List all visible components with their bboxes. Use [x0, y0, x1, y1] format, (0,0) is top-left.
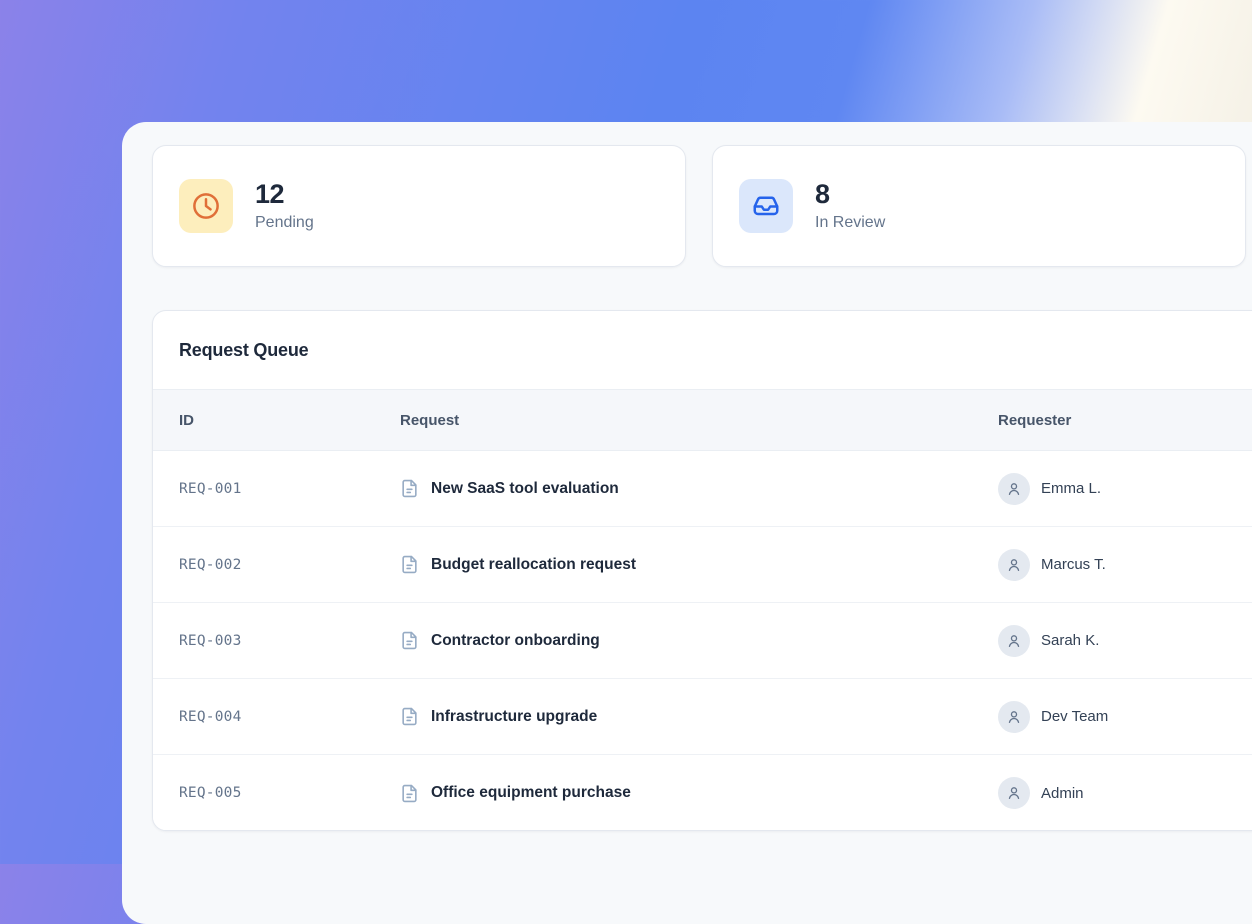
request-title: Contractor onboarding: [431, 631, 600, 649]
dashboard-panel: 12 Pending 8 In Review: [122, 122, 1252, 924]
table-body: REQ-001 New SaaS tool evaluation: [153, 451, 1252, 830]
stat-card: 8 In Review: [712, 145, 1246, 267]
stat-text: 12 Pending: [255, 179, 314, 232]
document-icon: [402, 707, 417, 726]
avatar: [998, 472, 1030, 505]
requester-cell: Admin: [998, 777, 1252, 809]
document-icon: [402, 631, 417, 650]
table-header: ID Request Requester: [153, 390, 1252, 451]
request-title: Budget reallocation request: [431, 555, 636, 573]
request-id: REQ-003: [179, 632, 242, 649]
column-header-id: ID: [179, 411, 194, 429]
stats-row: 12 Pending 8 In Review: [152, 145, 1246, 267]
user-icon: [1008, 634, 1020, 647]
request-title: Infrastructure upgrade: [431, 707, 598, 725]
clock-icon: [193, 193, 219, 219]
requester-name: Dev Team: [1041, 708, 1109, 725]
table-title: Request Queue: [179, 339, 309, 360]
requester-name: Admin: [1041, 784, 1084, 802]
request-title: Office equipment purchase: [431, 784, 631, 801]
avatar: [998, 777, 1030, 809]
table-title-row: Request Queue: [153, 311, 1252, 390]
user-icon: [1008, 710, 1020, 723]
requester-cell: Dev Team: [998, 700, 1252, 733]
user-icon: [1008, 558, 1020, 571]
request-cell: Infrastructure upgrade: [400, 707, 998, 726]
stat-icon-box: [179, 179, 233, 233]
avatar: [998, 548, 1030, 581]
request-id: REQ-001: [179, 480, 242, 497]
user-icon: [1008, 787, 1020, 799]
requester-cell: Marcus T.: [998, 548, 1252, 581]
document-icon: [402, 479, 417, 498]
request-title: New SaaS tool evaluation: [431, 479, 619, 497]
column-header-requester: Requester: [998, 411, 1072, 429]
table-row[interactable]: REQ-003 Contractor onboarding: [153, 603, 1252, 679]
requester-cell: Sarah K.: [998, 624, 1252, 657]
table-row[interactable]: REQ-004 Infrastructure upgrade: [153, 679, 1252, 755]
document-icon: [402, 555, 417, 574]
request-cell: Contractor onboarding: [400, 631, 998, 650]
avatar: [998, 624, 1030, 657]
user-icon: [1008, 482, 1020, 495]
avatar: [998, 700, 1030, 733]
request-cell: Budget reallocation request: [400, 555, 998, 574]
request-cell: New SaaS tool evaluation: [400, 479, 998, 498]
request-id: REQ-005: [179, 785, 242, 801]
request-id: REQ-002: [179, 556, 242, 573]
stat-icon-box: [739, 179, 793, 233]
request-id: REQ-004: [179, 708, 242, 725]
inbox-icon: [753, 196, 779, 216]
table-row[interactable]: REQ-005 Office equipment purchase: [153, 755, 1252, 830]
stat-label: In Review: [815, 213, 886, 231]
requester-name: Marcus T.: [1041, 556, 1106, 573]
stat-value: 12: [255, 179, 285, 210]
requester-name: Sarah K.: [1041, 632, 1100, 649]
stat-value: 8: [815, 179, 830, 210]
request-cell: Office equipment purchase: [400, 784, 998, 803]
request-queue-card: Request Queue ID Request Requester REQ-0…: [152, 310, 1252, 831]
table-row[interactable]: REQ-001 New SaaS tool evaluation: [153, 451, 1252, 527]
column-header-request: Request: [400, 411, 460, 429]
stat-label: Pending: [255, 213, 314, 231]
requester-cell: Emma L.: [998, 472, 1252, 505]
document-icon: [402, 784, 417, 802]
stat-text: 8 In Review: [815, 179, 886, 232]
stat-card: 12 Pending: [152, 145, 686, 267]
requester-name: Emma L.: [1041, 480, 1102, 497]
table-row[interactable]: REQ-002 Budget reallocation request: [153, 527, 1252, 603]
